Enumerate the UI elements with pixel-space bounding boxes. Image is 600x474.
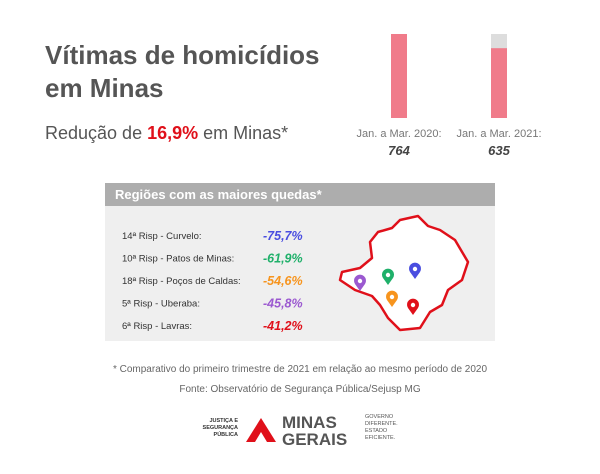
bar [391, 34, 407, 118]
region-value: -45,8% [263, 297, 303, 311]
map-outline [338, 214, 470, 332]
region-value: -61,9% [263, 252, 303, 266]
logo-text: PÚBLICA [214, 431, 238, 438]
logo: JUSTIÇA E SEGURANÇA PÚBLICA MINAS GERAIS… [203, 413, 399, 449]
logo-text: EFICIENTE. [365, 435, 396, 441]
bar-value: 764 [388, 143, 410, 158]
logo-text: GOVERNO [365, 414, 394, 420]
logo-brand: GERAIS [282, 430, 347, 449]
regions-header [105, 183, 495, 206]
subtitle: Redução de 16,9% em Minas* [45, 123, 288, 143]
region-name: 14ª Risp - Curvelo: [122, 231, 202, 242]
bar-label: Jan. a Mar. 2021: [457, 128, 542, 140]
bar-label: Jan. a Mar. 2020: [357, 128, 442, 140]
region-name: 10ª Risp - Patos de Minas: [122, 254, 234, 265]
logo-text: SEGURANÇA [203, 425, 238, 431]
title-line: em Minas [45, 73, 164, 103]
logo-text: JUSTIÇA E [209, 418, 238, 424]
region-value: -54,6% [263, 274, 303, 288]
subtitle-highlight: 16,9% [147, 123, 198, 143]
logo-text: DIFERENTE. [365, 421, 398, 427]
regions-title: Regiões com as maiores quedas* [115, 187, 323, 202]
title-line: Vítimas de homicídios [45, 40, 320, 70]
bar-value: 635 [488, 143, 510, 158]
map-pins [354, 262, 421, 315]
source: Fonte: Observatório de Segurança Pública… [179, 384, 420, 395]
logo-text: ESTADO [365, 428, 388, 434]
footnote: * Comparativo do primeiro trimestre de 2… [113, 364, 488, 375]
region-name: 6ª Risp - Lavras: [122, 321, 192, 332]
subtitle-text: Redução de [45, 123, 147, 143]
region-value: -75,7% [263, 229, 303, 243]
region-name: 18ª Risp - Poços de Caldas: [122, 276, 241, 287]
subtitle-text: em Minas* [198, 123, 288, 143]
region-name: 5ª Risp - Uberaba: [122, 299, 200, 310]
bar [491, 48, 507, 119]
region-value: -41,2% [263, 319, 303, 333]
logo-brand: MINAS [282, 413, 337, 432]
